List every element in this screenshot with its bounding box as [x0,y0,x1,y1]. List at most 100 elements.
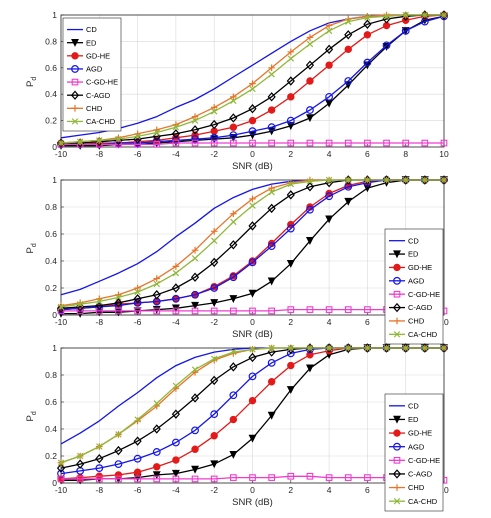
data-point [286,386,295,395]
data-point [325,306,333,313]
data-point [152,448,161,456]
legend-label: C-GD-HE [408,290,440,299]
data-point [95,453,104,464]
data-point [191,366,199,373]
legend-item: GD-HE [67,51,110,60]
data-point [363,31,372,39]
data-point [267,378,276,386]
data-point [325,215,334,224]
data-point [439,175,449,185]
data-point [191,246,199,254]
legend-label: CHD [86,104,103,113]
legend-label: C-AGD [408,470,433,479]
y-tick-label: 0.8 [45,202,57,212]
x-tick-label: 2 [288,149,293,159]
legend-box [62,17,122,132]
data-point [210,237,218,244]
data-point [95,464,104,473]
data-point [401,175,410,185]
data-point [248,352,257,363]
series-line [61,308,444,312]
data-point [190,272,200,282]
data-point [402,139,410,147]
data-point [287,55,295,62]
data-point [421,139,429,147]
data-point [249,346,256,353]
data-point [325,474,333,481]
y-tick-label: 0 [52,142,57,152]
series-ca-chd [57,176,448,311]
legend-marker [70,90,80,100]
y-tick-label: 0.4 [45,256,57,266]
data-point [268,307,276,315]
legend-marker [393,276,401,285]
legend-label: GD-HE [408,429,432,438]
data-point [286,224,295,233]
data-point [248,116,257,125]
data-point [248,396,257,405]
data-point [210,460,219,469]
legend-marker [71,78,79,86]
data-point [210,410,219,419]
legend-marker [392,469,402,479]
legend-marker [393,429,401,437]
data-point [57,459,65,466]
data-point [96,298,103,305]
data-point [267,358,276,367]
data-point [306,205,314,214]
data-point [287,180,295,188]
data-point [401,343,410,353]
y-axis-label: Pd [25,243,38,253]
data-point [96,443,103,450]
data-point [191,307,199,315]
legend-item: C-GD-HE [67,78,118,87]
y-tick-label: 0.2 [45,116,57,126]
y-tick-label: 0.6 [45,397,57,407]
data-point [210,432,218,440]
data-point [267,106,276,114]
data-point [172,269,180,277]
data-point [210,104,218,111]
data-point [229,273,238,282]
data-point [306,106,314,114]
data-point [114,445,123,456]
data-point [249,474,256,481]
data-point [230,97,237,105]
data-point [115,431,122,438]
data-point [210,355,218,363]
data-point [306,114,314,123]
data-point [364,139,371,147]
data-point [268,188,275,196]
data-point [325,343,334,353]
x-tick-label: 2 [288,317,293,327]
data-point [152,424,161,434]
data-point [76,299,84,307]
data-point [248,372,257,381]
data-point [171,283,180,293]
legend-label: CA-CHD [408,497,438,506]
legend-item: AGD [67,65,103,74]
data-point [191,465,199,474]
x-tick-label: -6 [134,317,142,327]
data-point [364,344,371,352]
data-point [267,242,276,251]
data-point [306,237,314,245]
legend-marker [392,302,402,313]
data-point [420,175,429,185]
legend-marker [71,38,79,47]
data-point [306,344,314,352]
data-point [286,259,295,268]
x-tick-label: 4 [327,149,332,159]
data-point [153,475,161,483]
data-point [249,202,256,209]
data-point [268,139,276,147]
data-point [286,190,295,200]
legend-item: C-GD-HE [389,290,440,299]
data-point [420,343,429,353]
data-point [76,300,84,308]
data-point [210,299,219,308]
data-point [267,123,276,132]
legend-item: CD [389,236,419,245]
